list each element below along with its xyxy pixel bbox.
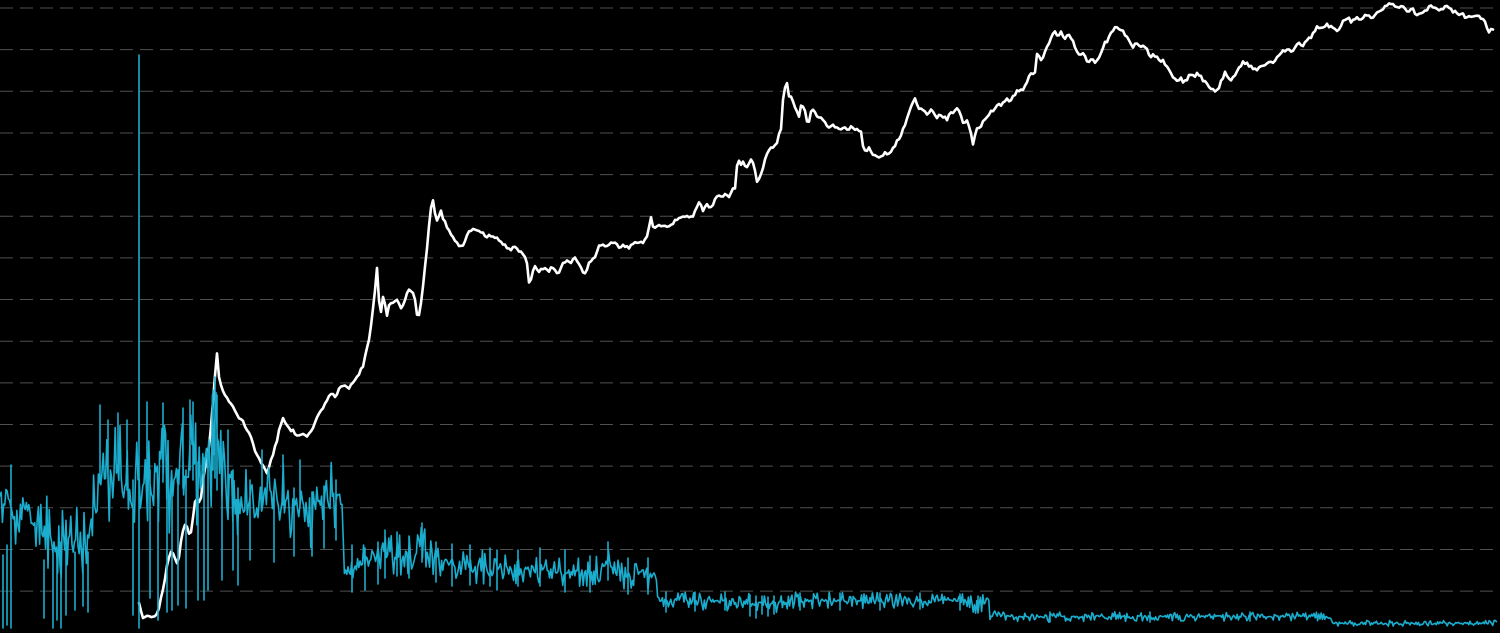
white-line-series — [137, 2, 1495, 620]
cyan-line-series — [0, 54, 1498, 629]
